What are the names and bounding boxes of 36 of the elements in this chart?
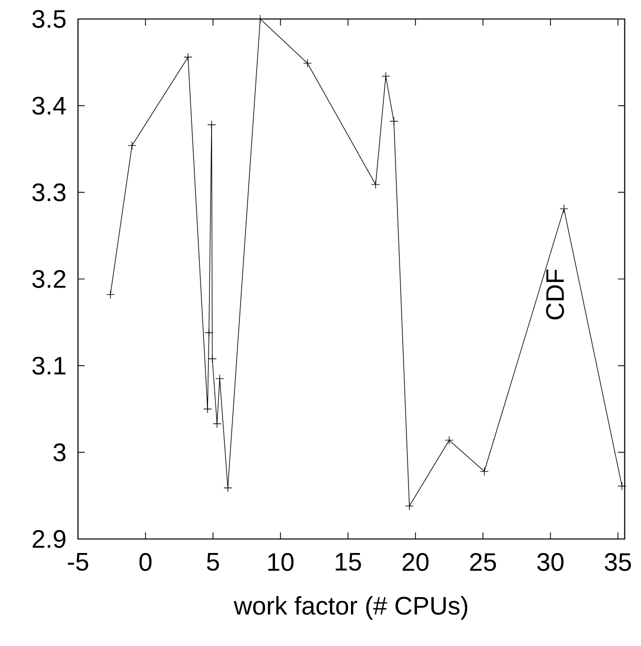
- x-tick-label: 5: [207, 553, 220, 571]
- point: [207, 120, 216, 130]
- point: [480, 467, 489, 476]
- x-tick-label: 0: [140, 553, 152, 571]
- point: [371, 180, 380, 189]
- point: [382, 72, 390, 81]
- point: [445, 436, 454, 445]
- point: [216, 374, 224, 384]
- point: [128, 141, 136, 150]
- y-tick-label: 2.9: [32, 530, 66, 548]
- y-tick-label: 3.5: [32, 10, 66, 28]
- point: [303, 58, 312, 68]
- x-axis-title: work factor (# CPUs): [234, 596, 468, 620]
- x-tick-label: 20: [402, 553, 429, 571]
- point: [560, 204, 568, 214]
- x-tick-label: 30: [537, 553, 564, 571]
- x-tick-label: 15: [336, 553, 362, 571]
- y-tick-label: 3.1: [32, 356, 66, 375]
- point: [208, 354, 217, 364]
- point: [224, 484, 232, 492]
- x-tick-label: 10: [268, 553, 294, 571]
- y-tick-label: 3.3: [32, 183, 66, 202]
- point: [618, 482, 626, 490]
- point: [405, 502, 414, 510]
- point: [390, 116, 398, 126]
- point: [184, 52, 193, 62]
- x-tick-label: -5: [68, 553, 88, 571]
- point: [106, 290, 115, 299]
- y-axis-title: CDF: [546, 270, 564, 320]
- x-tick-label: 35: [604, 553, 632, 571]
- y-tick-label: 3: [54, 443, 66, 462]
- x-tick-label: 25: [470, 553, 496, 571]
- y-tick-label: 3.4: [32, 96, 66, 115]
- y-tick-label: 3.2: [32, 270, 66, 288]
- point: [203, 404, 212, 414]
- point: [204, 328, 214, 338]
